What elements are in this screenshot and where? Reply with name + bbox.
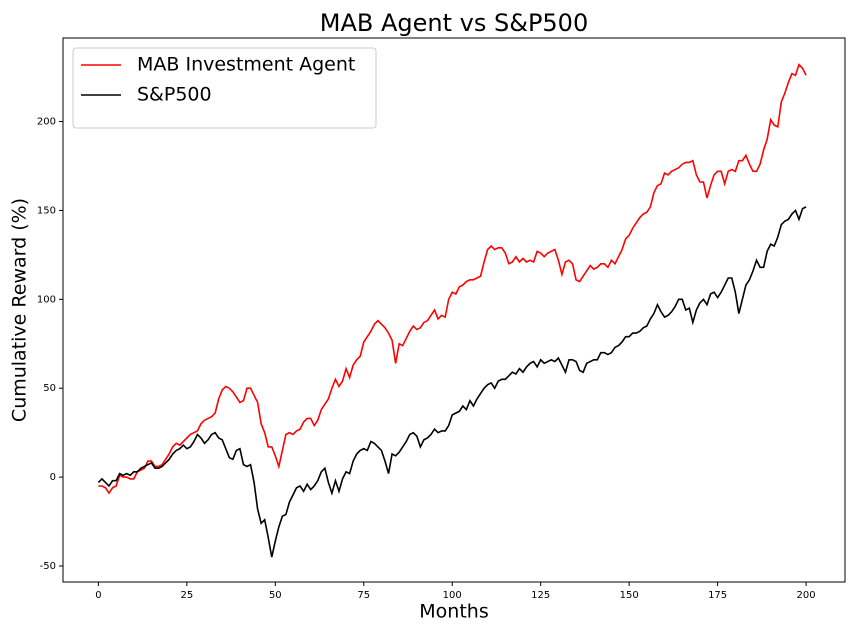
- plot-frame: [62, 37, 846, 583]
- x-tick-label: 200: [797, 590, 816, 601]
- y-tick-label: -50: [40, 561, 56, 572]
- x-tick-label: 0: [95, 590, 101, 601]
- legend-label: S&P500: [137, 84, 212, 106]
- y-tick-label: 50: [43, 383, 56, 394]
- x-tick-label: 150: [620, 590, 639, 601]
- x-tick-label: 75: [357, 590, 370, 601]
- chart-title: MAB Agent vs S&P500: [320, 9, 588, 37]
- y-tick-label: 150: [37, 205, 56, 216]
- x-tick-label: 100: [443, 590, 462, 601]
- x-tick-label: 175: [708, 590, 727, 601]
- x-axis-label: Months: [419, 601, 488, 623]
- legend-box: [72, 47, 377, 129]
- x-tick-label: 25: [180, 590, 193, 601]
- legend-label: MAB Investment Agent: [137, 54, 355, 76]
- y-tick-label: 200: [37, 117, 56, 128]
- series-line: [97, 206, 807, 558]
- y-tick-label: 0: [50, 472, 56, 483]
- y-tick-label: 100: [37, 294, 56, 305]
- y-axis-label: Cumulative Reward (%): [9, 198, 31, 422]
- x-tick-label: 50: [269, 590, 282, 601]
- series-line: [98, 63, 807, 495]
- x-tick-label: 125: [531, 590, 550, 601]
